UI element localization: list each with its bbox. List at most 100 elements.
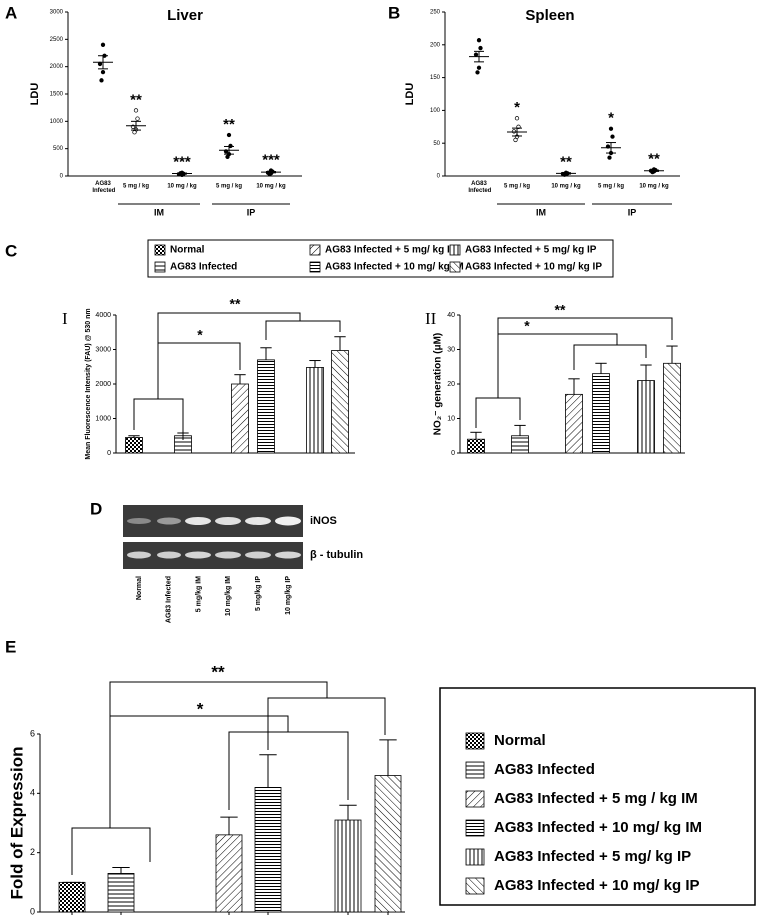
y-axis-label: Fold of Expression — [7, 746, 26, 899]
legend-label: AG83 Infected + 5 mg/ kg IM — [325, 245, 458, 256]
data-point — [608, 126, 614, 131]
bar — [58, 881, 86, 913]
data-point — [607, 155, 612, 160]
x-tick-label: AG83 Infected — [467, 181, 492, 194]
significance-bracket — [475, 397, 521, 428]
chart-title: Liver — [167, 7, 203, 24]
panel-letter: E — [5, 637, 16, 656]
significance-bracket — [110, 715, 289, 732]
y-tick-label: 150 — [430, 75, 441, 81]
significance-bracket — [573, 344, 647, 370]
y-tick-label: 2 — [30, 847, 35, 857]
y-tick-label: 0 — [60, 174, 64, 180]
bar — [257, 359, 275, 454]
panel-letter: D — [90, 499, 102, 518]
bar — [125, 437, 143, 454]
y-tick-label: 1000 — [50, 119, 64, 125]
legend-label: AG83 Infected + 5 mg/ kg IP — [465, 245, 597, 256]
label-line: Infected — [91, 188, 116, 194]
panel-letter: C — [5, 241, 17, 260]
data-point — [514, 116, 520, 121]
legend-box — [439, 687, 756, 906]
y-tick-label: 6 — [30, 728, 35, 738]
group-label: IM — [536, 207, 546, 217]
legend-swatch — [154, 261, 166, 273]
band-label: iNOS — [310, 515, 337, 527]
significance: * — [524, 318, 530, 334]
data-point — [226, 132, 232, 138]
legend-label: Normal — [170, 245, 205, 256]
legend-swatch — [449, 261, 461, 273]
gel-image — [123, 505, 303, 569]
y-tick-label: 3000 — [50, 10, 64, 16]
bar — [374, 775, 402, 913]
chart-title: Spleen — [525, 7, 574, 24]
data-point — [133, 108, 139, 113]
label-line: AG83 — [95, 181, 111, 187]
data-point — [225, 154, 230, 160]
legend-swatch — [465, 790, 485, 808]
y-tick-label: 4000 — [95, 312, 111, 319]
lane-label: Normal — [136, 576, 143, 600]
y-tick-label: 2000 — [50, 64, 64, 70]
bar — [467, 438, 485, 454]
data-point — [513, 137, 518, 143]
y-axis-label: LDU — [404, 83, 416, 106]
legend-swatch — [465, 848, 485, 866]
legend-box — [147, 239, 614, 278]
legend-swatch — [449, 244, 461, 256]
lane-label: 10 mg/kg IM — [225, 576, 232, 616]
lane-label: 10 mg/kg IP — [285, 576, 292, 615]
x-tick-label: 10 mg / kg — [256, 184, 286, 190]
subpanel-label: II — [425, 309, 437, 328]
y-tick-label: 10 — [447, 415, 455, 422]
y-axis-label: NO₂⁻ generation (μM) — [433, 333, 444, 436]
y-tick-label: 30 — [447, 346, 455, 353]
significance: *** — [173, 154, 191, 171]
significance-bracket — [157, 342, 241, 399]
data-point — [610, 134, 615, 139]
lane-label: AG83 Infected — [166, 576, 173, 623]
bar — [511, 435, 529, 454]
legend-swatch — [465, 819, 485, 837]
x-tick-label: 10 mg / kg — [551, 184, 581, 190]
y-tick-label: 2500 — [50, 37, 64, 43]
legend-swatch — [309, 244, 321, 256]
data-point — [100, 42, 106, 47]
label-line: AG83 — [471, 181, 487, 187]
significance: *** — [262, 152, 280, 169]
y-tick-label: 0 — [451, 450, 455, 457]
group-label: IP — [247, 207, 256, 217]
data-point — [473, 52, 479, 57]
y-tick-label: 250 — [430, 10, 441, 16]
significance-bracket — [228, 731, 349, 810]
significance-bracket — [267, 697, 386, 750]
significance: ** — [223, 116, 235, 133]
x-tick-label: 5 mg / kg — [216, 184, 242, 190]
significance: * — [197, 327, 203, 343]
significance-bracket — [133, 398, 184, 440]
x-tick-label: AG83 Infected — [91, 181, 116, 194]
data-point — [132, 130, 137, 135]
bar — [254, 787, 282, 913]
y-tick-label: 500 — [53, 146, 64, 152]
legend-swatch — [309, 261, 321, 273]
y-tick-label: 3000 — [95, 346, 111, 353]
legend-label: AG83 Infected + 5 mg / kg IM — [494, 790, 698, 807]
bar — [565, 393, 583, 454]
significance: ** — [560, 154, 572, 171]
lane-label: 5 mg/kg IM — [195, 576, 202, 612]
x-tick-label: 10 mg / kg — [639, 184, 669, 190]
significance: ** — [555, 302, 566, 318]
legend-swatch — [154, 244, 166, 256]
y-tick-label: 2000 — [95, 381, 111, 388]
bar — [663, 362, 681, 454]
significance: ** — [648, 150, 660, 167]
significance: * — [514, 99, 520, 116]
label-line: Infected — [467, 188, 492, 194]
significance-bracket — [71, 827, 151, 875]
bar — [107, 873, 135, 913]
y-tick-label: 1500 — [50, 92, 64, 98]
data-point — [511, 129, 517, 134]
